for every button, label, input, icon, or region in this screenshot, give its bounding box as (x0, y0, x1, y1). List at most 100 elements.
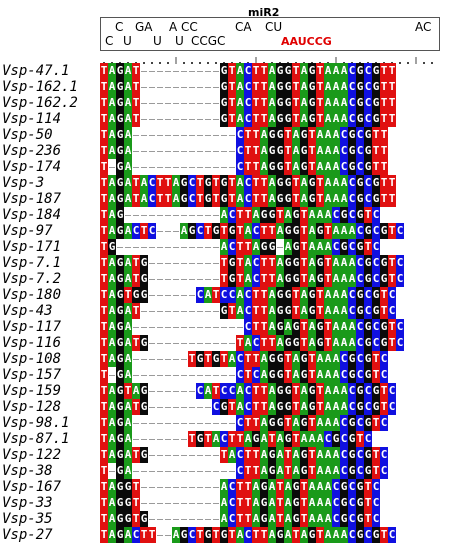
gap-cell (164, 415, 172, 431)
nucleotide-cell: C (236, 159, 244, 175)
gap-cell (156, 495, 164, 511)
gap-cell (148, 335, 156, 351)
gap-cell (276, 239, 284, 255)
nucleotide-cell: G (292, 335, 300, 351)
nucleotide-cell: T (292, 95, 300, 111)
nucleotide-cell: T (292, 431, 300, 447)
sequence-name: Vsp-171 (2, 239, 62, 255)
nucleotide-cell: T (244, 447, 252, 463)
nucleotide-cell: C (380, 351, 388, 367)
gap-cell (164, 351, 172, 367)
gap-cell (164, 63, 172, 79)
gap-cell (220, 127, 228, 143)
nucleotide-cell: G (228, 223, 236, 239)
nucleotide-cell: G (380, 271, 388, 287)
nucleotide-cell: A (308, 223, 316, 239)
nucleotide-cell: A (332, 415, 340, 431)
mir-top-seg-3: A (169, 20, 178, 34)
nucleotide-cell: C (372, 255, 380, 271)
nucleotide-cell: C (364, 399, 372, 415)
nucleotide-cell: T (268, 431, 276, 447)
gap-cell (212, 239, 220, 255)
nucleotide-cell: G (308, 383, 316, 399)
nucleotide-cell: T (252, 447, 260, 463)
nucleotide-cell: A (340, 79, 348, 95)
gap-cell (164, 287, 172, 303)
sequence-name: Vsp-116 (2, 335, 62, 351)
nucleotide-cell: A (204, 287, 212, 303)
nucleotide-cell: C (244, 383, 252, 399)
gap-cell (140, 495, 148, 511)
nucleotide-cell: G (260, 495, 268, 511)
nucleotide-cell: A (308, 319, 316, 335)
nucleotide-cell: C (396, 223, 404, 239)
sequence-name: Vsp-157 (2, 367, 62, 383)
nucleotide-cell: G (124, 479, 132, 495)
nucleotide-cell: T (236, 335, 244, 351)
nucleotide-cell: T (300, 255, 308, 271)
nucleotide-cell: T (204, 351, 212, 367)
nucleotide-cell: C (364, 95, 372, 111)
nucleotide-cell: C (348, 63, 356, 79)
nucleotide-cell: T (100, 63, 108, 79)
nucleotide-cell: G (364, 447, 372, 463)
nucleotide-cell: A (236, 527, 244, 543)
mir-title: miR2 (248, 6, 280, 19)
nucleotide-cell: T (364, 479, 372, 495)
nucleotide-cell: G (356, 95, 364, 111)
sequence-name: Vsp-35 (2, 511, 53, 527)
gap-cell (164, 223, 172, 239)
gap-cell (172, 495, 180, 511)
nucleotide-cell: G (364, 415, 372, 431)
gap-cell (164, 79, 172, 95)
gap-cell (212, 367, 220, 383)
gap-cell (180, 207, 188, 223)
nucleotide-cell: C (220, 383, 228, 399)
nucleotide-cell: G (316, 271, 324, 287)
gap-cell (156, 159, 164, 175)
nucleotide-cell: G (116, 79, 124, 95)
nucleotide-cell: T (380, 527, 388, 543)
gap-cell (140, 239, 148, 255)
nucleotide-cell: A (276, 431, 284, 447)
nucleotide-cell: T (100, 479, 108, 495)
gap-cell (188, 367, 196, 383)
nucleotide-cell: T (380, 63, 388, 79)
nucleotide-cell: T (380, 159, 388, 175)
nucleotide-cell: G (116, 143, 124, 159)
sequence-name: Vsp-47.1 (2, 63, 70, 79)
gap-cell (212, 63, 220, 79)
nucleotide-cell: T (164, 191, 172, 207)
gap-cell (180, 111, 188, 127)
sequence-name: Vsp-122 (2, 447, 62, 463)
nucleotide-cell: T (100, 207, 108, 223)
gap-cell (204, 495, 212, 511)
nucleotide-cell: T (308, 143, 316, 159)
ruler-dot (399, 62, 401, 64)
gap-cell (148, 463, 156, 479)
nucleotide-cell: C (236, 351, 244, 367)
nucleotide-cell: A (124, 463, 132, 479)
gap-cell (196, 239, 204, 255)
nucleotide-cell: G (276, 191, 284, 207)
mir-bottom-seg-4: U (175, 34, 184, 48)
nucleotide-cell: G (220, 527, 228, 543)
gap-cell (204, 335, 212, 351)
nucleotide-cell: T (388, 223, 396, 239)
sequence-name: Vsp-3 (2, 175, 45, 191)
gap-cell (140, 111, 148, 127)
ruler-dot (151, 62, 153, 64)
nucleotide-cell: G (300, 463, 308, 479)
nucleotide-cell: C (340, 143, 348, 159)
nucleotide-cell: G (276, 159, 284, 175)
nucleotide-cell: T (212, 527, 220, 543)
gap-cell (196, 143, 204, 159)
gap-cell (108, 463, 116, 479)
gap-cell (172, 415, 180, 431)
nucleotide-cell: C (356, 367, 364, 383)
nucleotide-cell: A (340, 255, 348, 271)
nucleotide-cell: G (356, 191, 364, 207)
nucleotide-cell: A (108, 207, 116, 223)
